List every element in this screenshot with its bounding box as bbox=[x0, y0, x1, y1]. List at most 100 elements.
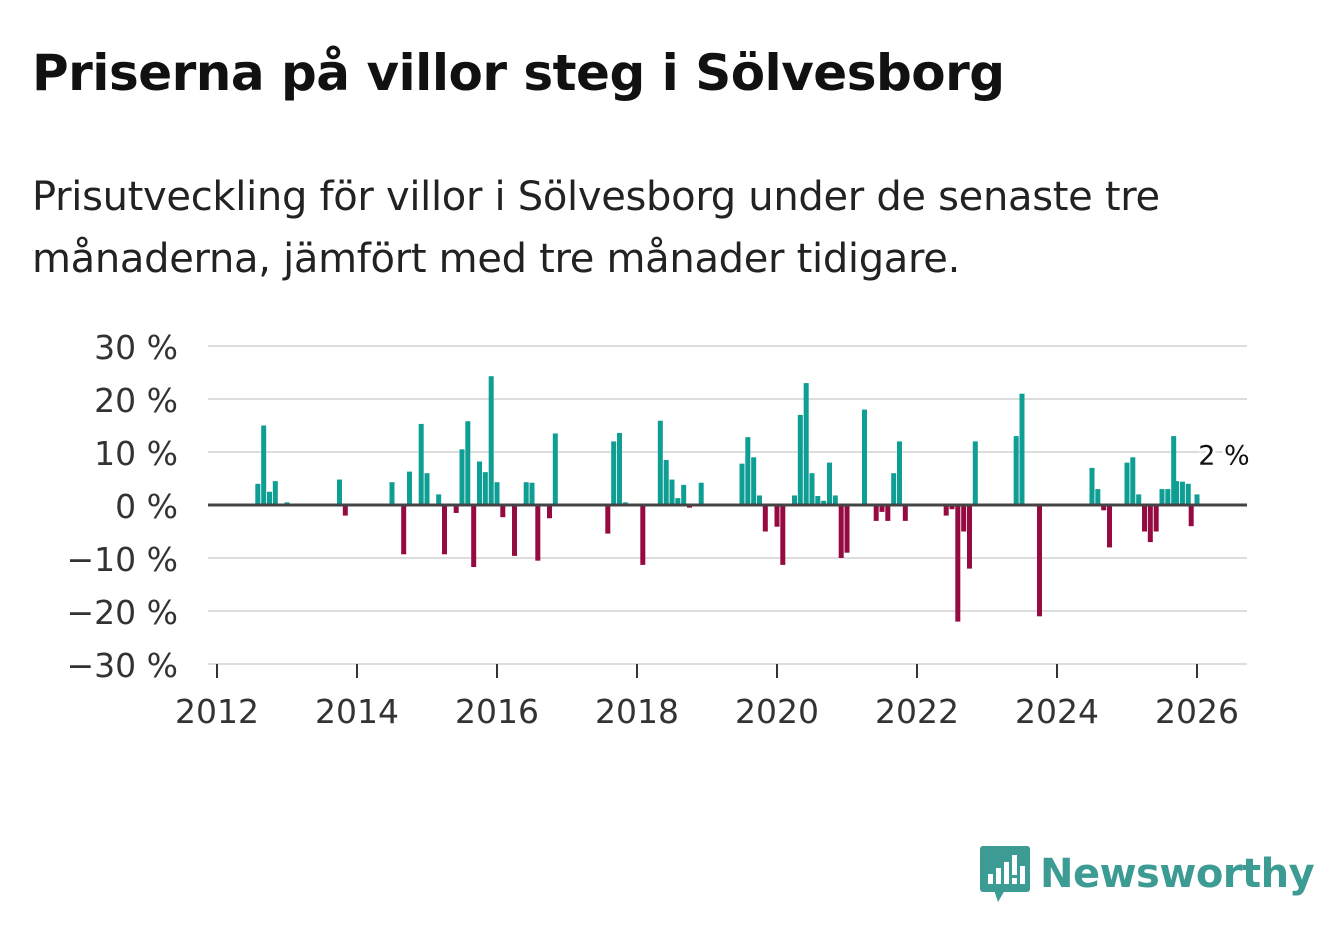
bar bbox=[762, 505, 768, 532]
bar bbox=[827, 462, 832, 505]
bar bbox=[792, 495, 797, 505]
bar bbox=[442, 505, 447, 555]
bar bbox=[972, 441, 978, 505]
bar bbox=[797, 414, 803, 505]
bar bbox=[617, 432, 622, 505]
bar bbox=[803, 383, 809, 505]
bar bbox=[1194, 494, 1200, 505]
x-tick-label: 2014 bbox=[315, 692, 399, 731]
x-tick-label: 2022 bbox=[875, 692, 959, 731]
bar bbox=[1153, 505, 1159, 532]
bar-chart-speech-bubble-icon bbox=[980, 846, 1030, 902]
bar bbox=[862, 409, 867, 505]
y-tick-label: 20 % bbox=[94, 381, 178, 420]
bar bbox=[815, 495, 821, 505]
bar bbox=[844, 505, 850, 553]
bar bbox=[897, 441, 902, 505]
x-tick-label: 2016 bbox=[455, 692, 539, 731]
bar bbox=[500, 505, 506, 518]
bar bbox=[1159, 489, 1165, 505]
y-tick-label: 30 % bbox=[94, 328, 178, 367]
bar bbox=[1147, 505, 1153, 543]
bar bbox=[640, 505, 646, 565]
bar bbox=[1142, 505, 1147, 532]
bar bbox=[657, 420, 663, 505]
x-tick-label: 2026 bbox=[1155, 692, 1239, 731]
bar bbox=[611, 441, 617, 505]
bar bbox=[337, 479, 342, 505]
latest-value-label: 2 % bbox=[1198, 440, 1249, 471]
bar bbox=[1089, 467, 1095, 505]
brand-name: Newsworthy bbox=[1040, 851, 1315, 897]
bar bbox=[1013, 436, 1019, 505]
bar bbox=[605, 505, 611, 534]
bar bbox=[261, 425, 267, 505]
bar bbox=[663, 459, 669, 505]
bar bbox=[407, 471, 412, 505]
bar bbox=[681, 484, 687, 505]
x-tick-label: 2012 bbox=[175, 692, 259, 731]
bar bbox=[436, 494, 442, 505]
bar bbox=[832, 495, 838, 505]
bar bbox=[535, 505, 541, 561]
bar bbox=[342, 505, 348, 516]
bar bbox=[821, 500, 827, 505]
bar bbox=[879, 505, 885, 512]
bar bbox=[873, 505, 879, 521]
bar bbox=[967, 505, 972, 569]
bar bbox=[1107, 505, 1112, 548]
bar bbox=[272, 481, 278, 505]
bar bbox=[949, 505, 955, 510]
bar bbox=[955, 505, 961, 622]
bar bbox=[1130, 457, 1136, 505]
bar bbox=[494, 482, 500, 505]
bar bbox=[943, 505, 949, 516]
bar bbox=[471, 505, 477, 568]
bar bbox=[1095, 489, 1101, 505]
x-tick-label: 2018 bbox=[595, 692, 679, 731]
bar bbox=[1188, 505, 1194, 527]
bar bbox=[488, 376, 494, 505]
bar bbox=[675, 498, 681, 505]
bar bbox=[523, 482, 529, 505]
bar bbox=[418, 423, 424, 505]
chart-subtitle: Prisutveckling för villor i Sölvesborg u… bbox=[32, 174, 1160, 282]
bar bbox=[780, 505, 786, 565]
bar bbox=[459, 449, 465, 505]
bar bbox=[401, 505, 407, 555]
bar bbox=[424, 473, 430, 505]
bar bbox=[1171, 436, 1177, 505]
bar bbox=[547, 505, 552, 519]
chart-title: Priserna på villor steg i Sölvesborg bbox=[32, 44, 1005, 102]
bar bbox=[1101, 505, 1107, 511]
bar bbox=[698, 482, 704, 505]
bar bbox=[838, 505, 844, 558]
bar bbox=[669, 479, 675, 505]
bar bbox=[453, 505, 459, 513]
bar bbox=[1165, 489, 1171, 505]
y-axis-labels: 30 % 20 % 10 % 0 % −10 % −20 % −30 % bbox=[67, 328, 179, 685]
y-tick-label: −30 % bbox=[67, 646, 179, 685]
bar bbox=[465, 421, 471, 505]
bar bbox=[512, 505, 517, 556]
bar bbox=[477, 461, 482, 505]
bar bbox=[1136, 494, 1142, 505]
bar bbox=[751, 457, 757, 505]
bar bbox=[891, 473, 897, 505]
bar bbox=[961, 505, 967, 532]
annotations: 2 % bbox=[1195, 437, 1252, 474]
x-axis: 2012 2014 2016 2018 2020 2022 2024 2026 bbox=[175, 663, 1247, 731]
x-tick-label: 2024 bbox=[1015, 692, 1099, 731]
y-tick-label: −10 % bbox=[67, 540, 179, 579]
bar bbox=[902, 505, 908, 521]
bar bbox=[1037, 505, 1042, 617]
bar bbox=[1179, 481, 1185, 505]
bar bbox=[1185, 483, 1191, 505]
bar-series bbox=[255, 376, 1200, 622]
bar bbox=[552, 433, 558, 505]
bar bbox=[529, 482, 535, 505]
newsworthy-brand: Newsworthy bbox=[980, 846, 1315, 908]
bar bbox=[739, 463, 745, 505]
bar bbox=[1124, 462, 1130, 505]
